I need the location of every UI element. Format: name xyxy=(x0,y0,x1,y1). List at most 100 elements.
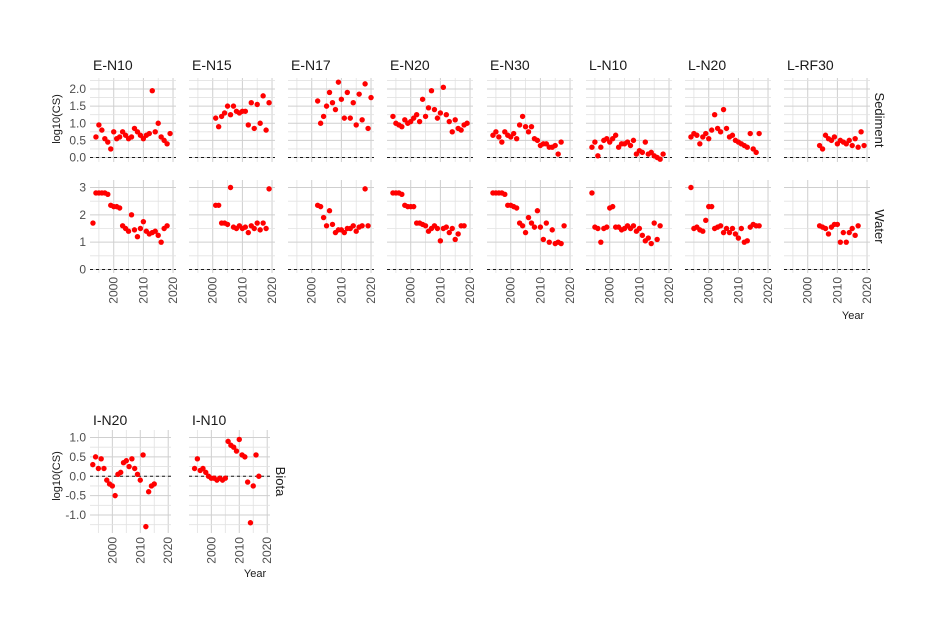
chart-block-0: log10(CS) E-N10 E-N15 E-N17 E-N20 E-N30 L-N10 L… xyxy=(51,57,887,322)
y-tick-label: 2.0 xyxy=(69,82,86,96)
data-point xyxy=(422,113,429,120)
data-point xyxy=(636,225,643,232)
data-point xyxy=(648,240,654,247)
data-point xyxy=(525,214,532,221)
data-point xyxy=(849,142,855,149)
y-axis-title: log10(CS) xyxy=(51,94,63,144)
data-point xyxy=(717,129,724,135)
data-point xyxy=(651,220,657,226)
data-point xyxy=(164,223,170,229)
x-axis-title: Year xyxy=(842,310,865,322)
data-point xyxy=(245,122,252,128)
data-point xyxy=(98,456,104,462)
data-point xyxy=(362,81,368,87)
facet-panel: 2000 2010 2020 xyxy=(586,180,676,304)
data-point xyxy=(446,118,452,125)
data-point xyxy=(167,130,173,137)
data-point xyxy=(242,108,249,114)
data-point xyxy=(131,227,138,233)
data-point xyxy=(111,129,117,135)
data-point xyxy=(244,479,251,485)
data-point xyxy=(630,137,637,144)
data-point xyxy=(92,454,99,460)
y-tick-label: 0.5 xyxy=(69,133,86,147)
data-point xyxy=(461,223,467,229)
data-point xyxy=(356,91,362,97)
data-point xyxy=(753,149,759,156)
data-point xyxy=(688,184,694,191)
x-tick-label: 2010 xyxy=(632,277,646,304)
data-point xyxy=(326,208,333,214)
data-point xyxy=(140,452,146,458)
x-tick-label: 2020 xyxy=(860,277,874,304)
data-point xyxy=(191,465,198,472)
data-point xyxy=(534,137,541,144)
data-point xyxy=(227,111,234,118)
facet-title: E-N10 xyxy=(93,57,133,73)
data-point xyxy=(855,144,861,150)
data-point xyxy=(256,473,262,479)
data-point xyxy=(729,225,736,232)
data-point xyxy=(347,115,353,121)
data-point xyxy=(645,235,651,241)
data-point xyxy=(93,134,99,140)
y-tick-label: -1.0 xyxy=(65,508,86,522)
data-point xyxy=(314,98,321,104)
facet-panel xyxy=(685,78,771,162)
data-point xyxy=(194,456,201,462)
facet-panel: 2000 2010 2020 xyxy=(487,180,577,304)
data-point xyxy=(630,223,637,229)
data-point xyxy=(738,225,745,232)
data-point xyxy=(834,221,841,228)
facet-panel: 2000 2010 2020 xyxy=(189,180,279,304)
data-point xyxy=(708,203,715,210)
data-point xyxy=(861,142,867,149)
x-tick-label: 2020 xyxy=(364,277,378,304)
data-point xyxy=(513,205,520,211)
data-point xyxy=(639,232,646,239)
data-point xyxy=(502,191,508,198)
data-point xyxy=(112,492,118,499)
facet-panel: 2000 2010 2020 xyxy=(90,180,180,304)
chart-root: log10(CS) E-N10 E-N15 E-N17 E-N20 E-N30 L-N10 L… xyxy=(51,57,887,580)
data-point xyxy=(513,135,520,142)
facet-title: I-N20 xyxy=(93,412,127,428)
data-point xyxy=(642,139,649,145)
data-point xyxy=(101,465,107,472)
data-point xyxy=(105,139,111,145)
data-point xyxy=(145,489,152,495)
data-point xyxy=(703,130,709,137)
x-tick-label: 2000 xyxy=(504,277,518,304)
data-point xyxy=(254,220,260,226)
facet-panel: 2000 2010 2020 xyxy=(288,180,378,304)
data-point xyxy=(263,127,269,133)
facet-panel xyxy=(784,78,870,162)
data-point xyxy=(90,220,96,226)
row-strip-label: Sediment xyxy=(872,93,887,148)
facet-title: E-N17 xyxy=(291,57,331,73)
data-point xyxy=(449,225,455,232)
data-point xyxy=(320,214,327,221)
data-point xyxy=(253,452,259,458)
data-point xyxy=(458,127,464,133)
data-point xyxy=(825,231,832,237)
data-point xyxy=(428,88,435,94)
data-point xyxy=(350,100,356,106)
data-point xyxy=(627,142,634,149)
data-point xyxy=(344,89,351,96)
x-tick-label: 2000 xyxy=(107,277,121,304)
data-point xyxy=(222,475,229,481)
x-tick-label: 2000 xyxy=(305,277,319,304)
facet-title: E-N15 xyxy=(192,57,232,73)
data-point xyxy=(359,223,365,229)
data-point xyxy=(855,223,861,229)
data-point xyxy=(609,203,616,210)
x-tick-label: 2020 xyxy=(761,277,775,304)
data-point xyxy=(419,96,426,102)
data-point xyxy=(399,123,405,130)
data-point xyxy=(254,101,260,108)
data-point xyxy=(756,130,762,137)
data-point xyxy=(528,220,535,226)
x-tick-label: 2010 xyxy=(133,537,147,564)
y-tick-label: -0.5 xyxy=(65,489,86,503)
